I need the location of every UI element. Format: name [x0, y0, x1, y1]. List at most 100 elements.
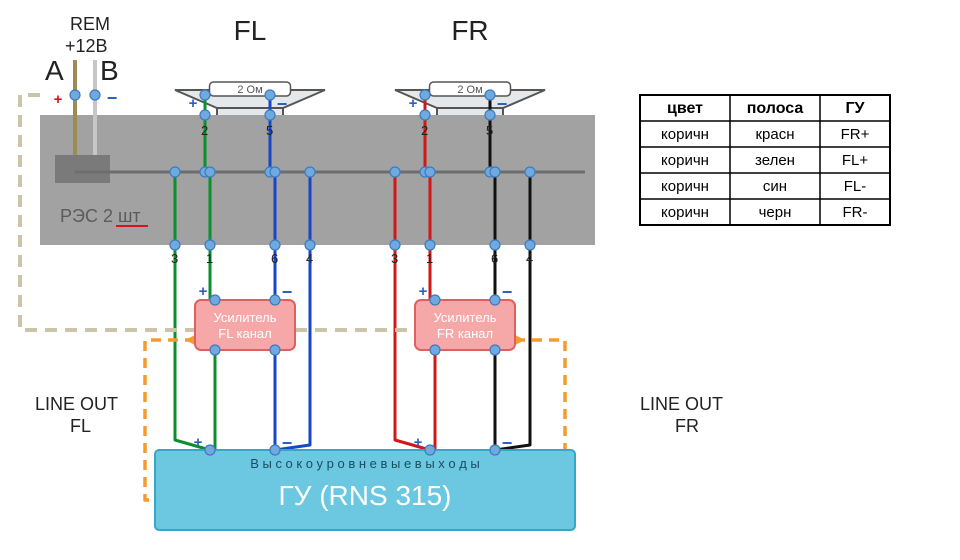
label: ГУ (RNS 315): [279, 480, 452, 511]
node: [210, 345, 220, 355]
label: 5: [266, 123, 273, 138]
table-cell: коричн: [661, 152, 709, 169]
node: [485, 90, 495, 100]
label: Усилитель: [434, 310, 497, 325]
node: [430, 345, 440, 355]
label: FL канал: [218, 326, 272, 341]
table-cell: коричн: [661, 178, 709, 195]
table-cell: черн: [759, 204, 792, 221]
svg-text:ГУ: ГУ: [845, 100, 865, 117]
svg-text:+: +: [414, 434, 423, 451]
label: FR: [675, 416, 699, 436]
label: LINE OUT: [35, 394, 118, 414]
label: FR: [451, 15, 488, 46]
svg-text:+: +: [54, 91, 63, 108]
node: [210, 295, 220, 305]
node: [430, 295, 440, 305]
svg-text:−: −: [107, 88, 118, 108]
node: [205, 240, 215, 250]
label: 2 Ом: [457, 84, 482, 96]
label: LINE OUT: [640, 394, 723, 414]
table-cell: син: [763, 178, 787, 195]
label: 4: [306, 251, 313, 266]
label: B: [100, 55, 119, 86]
svg-text:+: +: [194, 434, 203, 451]
table-cell: FR-: [843, 204, 868, 221]
node: [420, 110, 430, 120]
label: 1: [426, 251, 433, 266]
node: [485, 110, 495, 120]
diagram-canvas: 2 ОмFL2 ОмFRРЭС 2 штREM+12ВAB+−Усилитель…: [0, 0, 960, 560]
node: [490, 345, 500, 355]
node: [525, 167, 535, 177]
node: [170, 240, 180, 250]
label: 2: [201, 123, 208, 138]
node: [425, 167, 435, 177]
label: 5: [486, 123, 493, 138]
svg-text:−: −: [502, 282, 513, 302]
svg-text:−: −: [497, 94, 508, 114]
node: [90, 90, 100, 100]
node: [490, 240, 500, 250]
label: FL: [70, 416, 91, 436]
label: 6: [491, 251, 498, 266]
table-cell: зелен: [755, 152, 795, 169]
svg-text:+: +: [409, 95, 418, 112]
node: [270, 167, 280, 177]
node: [205, 167, 215, 177]
label: 4: [526, 251, 533, 266]
label: FR канал: [437, 326, 493, 341]
node: [390, 240, 400, 250]
label: FL: [234, 15, 267, 46]
node: [270, 295, 280, 305]
node: [490, 295, 500, 305]
node: [270, 240, 280, 250]
amp-fr: [415, 300, 515, 350]
svg-text:+: +: [189, 95, 198, 112]
amp-fl: [195, 300, 295, 350]
node: [170, 167, 180, 177]
node: [70, 90, 80, 100]
table-cell: коричн: [661, 126, 709, 143]
node: [490, 445, 500, 455]
svg-text:−: −: [502, 433, 513, 453]
node: [265, 90, 275, 100]
label: РЭС 2 шт: [60, 206, 141, 226]
table-cell: FL-: [844, 178, 867, 195]
node: [305, 167, 315, 177]
svg-text:−: −: [282, 282, 293, 302]
svg-text:−: −: [282, 433, 293, 453]
node: [205, 445, 215, 455]
node: [420, 90, 430, 100]
label: REM: [70, 14, 110, 34]
node: [200, 90, 210, 100]
svg-text:−: −: [277, 94, 288, 114]
label: 3: [171, 251, 178, 266]
node: [270, 345, 280, 355]
table-cell: FL+: [842, 152, 869, 169]
node: [305, 240, 315, 250]
node: [425, 445, 435, 455]
label: +12В: [65, 36, 108, 56]
label: 2: [421, 123, 428, 138]
label: Усилитель: [214, 310, 277, 325]
svg-text:полоса: полоса: [747, 100, 804, 117]
label: 2 Ом: [237, 84, 262, 96]
node: [200, 110, 210, 120]
label: 1: [206, 251, 213, 266]
svg-text:цвет: цвет: [667, 100, 703, 117]
node: [390, 167, 400, 177]
table-cell: коричн: [661, 204, 709, 221]
node: [490, 167, 500, 177]
node: [525, 240, 535, 250]
table-cell: FR+: [841, 126, 870, 143]
label: A: [45, 55, 64, 86]
svg-text:+: +: [419, 283, 428, 300]
node: [265, 110, 275, 120]
node: [425, 240, 435, 250]
label: 3: [391, 251, 398, 266]
label: 6: [271, 251, 278, 266]
table-cell: красн: [755, 126, 794, 143]
svg-text:+: +: [199, 283, 208, 300]
node: [270, 445, 280, 455]
